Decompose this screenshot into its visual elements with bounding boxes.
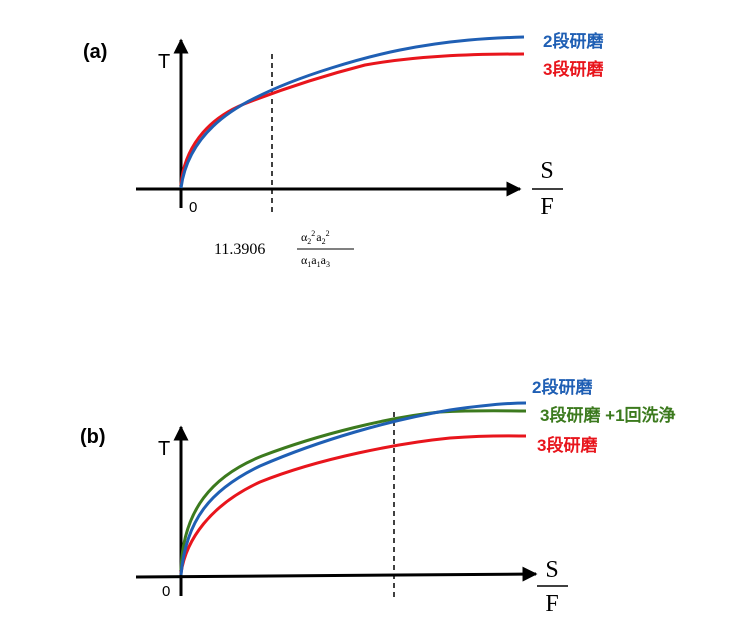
fraction-denominator: α1a1a3	[301, 253, 330, 269]
denominator-a3-sub: 3	[326, 260, 330, 269]
panel-b: (b) T 0 S F 2段研磨 3段研磨 +1回洗浄 3段研磨	[80, 377, 676, 617]
denominator-alpha-sub: 1	[307, 260, 311, 269]
numerator-a-sub: 2	[322, 237, 326, 246]
panel-b-legend-3-stage: 3段研磨	[537, 435, 598, 455]
panel-a-curve-2-stage	[179, 35, 525, 189]
panel-b-x-axis-label-numerator: S	[545, 557, 558, 583]
denominator-a1: a	[311, 253, 317, 267]
panel-b-legend-3-stage-wash: 3段研磨 +1回洗浄	[540, 405, 676, 425]
panel-b-curve-3-stage-wash	[179, 409, 527, 571]
panel-b-legend-2-stage: 2段研磨	[532, 377, 593, 397]
panel-b-x-axis-label-denominator: F	[545, 591, 558, 617]
denominator-alpha: α	[301, 253, 308, 267]
panel-a-legend-3-stage: 3段研磨	[543, 59, 604, 79]
panel-a-x-axis-label-denominator: F	[540, 194, 553, 220]
numerator-alpha-sup: 2	[311, 229, 315, 238]
panel-b-curve-2-stage	[179, 401, 527, 576]
panel-a-marker-coefficient: 11.3906	[214, 241, 265, 258]
denominator-a3: a	[321, 253, 327, 267]
panel-a: (a) T 0 S F 2段研磨 3段研磨 11.3906 α22a22 α1a…	[83, 31, 604, 269]
denominator-a1-sub: 1	[317, 260, 321, 269]
panel-b-origin-label: 0	[162, 583, 170, 600]
panel-b-label: (b)	[80, 426, 106, 448]
numerator-a-sup: 2	[326, 229, 330, 238]
panel-a-curve-3-stage	[179, 52, 525, 186]
panel-b-x-axis	[135, 566, 538, 582]
numerator-alpha: α	[301, 230, 308, 244]
panel-b-curve-3-stage	[179, 434, 527, 574]
panel-a-legend-2-stage: 2段研磨	[543, 31, 604, 51]
numerator-alpha-sub: 2	[307, 237, 311, 246]
numerator-a: a	[316, 230, 322, 244]
panel-a-marker-fraction: α22a22 α1a1a3	[297, 229, 354, 269]
panel-a-origin-label: 0	[189, 199, 197, 216]
fraction-numerator: α22a22	[301, 229, 330, 246]
panel-a-x-axis-label-numerator: S	[540, 158, 553, 184]
panel-a-y-axis-label: T	[158, 51, 170, 73]
panel-a-label: (a)	[83, 41, 107, 63]
panel-b-y-axis-label: T	[158, 438, 170, 460]
